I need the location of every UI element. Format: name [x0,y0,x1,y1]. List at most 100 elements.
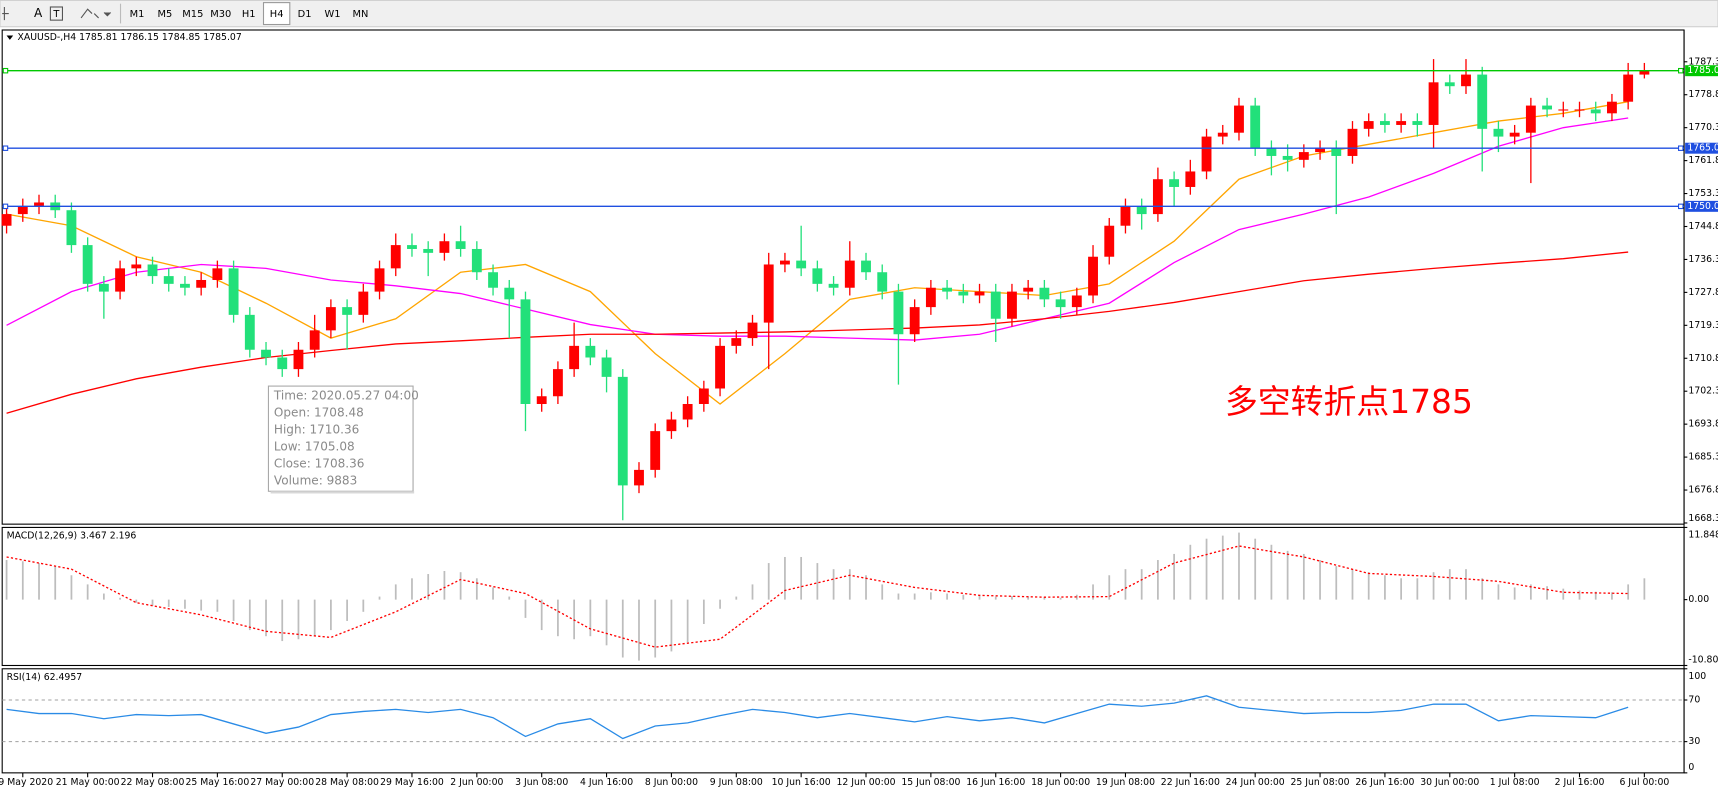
y-tick-label: 70 [1688,694,1700,705]
candle-body [180,283,190,288]
x-tick-label: 22 May 08:00 [121,777,185,788]
y-tick-label: 1668.3 [1688,513,1718,524]
timeframe-label[interactable]: M15 [182,9,203,20]
tooltip-box [267,385,414,492]
timeframe-label[interactable]: H4 [270,9,284,20]
timeframe-label[interactable]: H1 [242,9,256,20]
candle-body [1477,74,1488,129]
candle-body [520,299,531,404]
candle-body [228,268,239,315]
timeframe-label[interactable]: MN [353,9,369,20]
candle-body [1347,128,1358,156]
y-tick-label: 1693.8 [1688,419,1718,430]
timeframe-button[interactable] [347,2,374,25]
tooltip-line: Time: 2020.05.27 04:00 [273,388,419,402]
candle-body [1444,82,1455,87]
timeframe-label[interactable]: M30 [210,9,231,20]
chart-title: XAUUSD-,H4 1785.81 1786.15 1784.85 1785.… [18,32,242,43]
x-tick-label: 1 Jul 08:00 [1490,777,1540,788]
timeframe-button[interactable] [319,2,346,25]
candle-body [1282,155,1293,160]
candle-body [844,260,855,288]
timeframe-label[interactable]: W1 [325,9,341,20]
candle-body [82,245,93,284]
x-tick-label: 10 Jun 16:00 [772,777,831,788]
candle-body [747,322,758,339]
timeframe-label[interactable]: D1 [298,9,312,20]
hline-price-label: 1765.0 [1687,143,1718,154]
text-icon[interactable] [49,6,64,21]
candle-body [666,419,677,432]
candle-body [1152,179,1163,215]
x-tick-label: 16 Jun 16:00 [966,777,1025,788]
candle-body [390,245,401,269]
x-tick-label: 26 Jun 16:00 [1355,777,1414,788]
timeframe-button[interactable] [262,2,291,26]
candle-body [1461,74,1471,87]
timeframe-label[interactable]: M1 [130,9,145,20]
hline-handle [2,67,9,74]
x-tick-label: 2 Jun 00:00 [450,777,503,788]
hline-price-box [1685,142,1718,154]
timeframe-button[interactable] [123,2,151,25]
candle-body [1104,225,1115,257]
hline-handle [1678,67,1684,74]
candle-body [536,396,547,404]
moving-average [6,101,1629,405]
candle-body [163,276,174,284]
annotation: 多空转折点1785 [1225,382,1473,421]
timeframe-button[interactable] [291,2,318,25]
timeframe-button[interactable] [151,2,179,25]
tooltip-line: High: 1710.36 [274,422,359,436]
candle-body [1039,287,1050,300]
font-button[interactable]: A [34,6,43,20]
text-button-glyph[interactable]: T [52,9,60,20]
x-tick-label: 29 May 16:00 [380,777,444,788]
candle-body [1412,121,1423,125]
y-tick-label: 1719.3 [1688,320,1718,331]
candle-body [1266,148,1277,156]
x-tick-label: 21 May 00:00 [56,777,120,788]
crosshair-icon[interactable] [2,6,9,21]
candle-body [244,314,255,350]
timeframe-label[interactable]: M5 [158,9,173,20]
x-tick-label: 24 Jun 00:00 [1226,777,1285,788]
timeframe-button[interactable] [235,2,262,25]
candle-body [1088,256,1098,296]
moving-average [6,117,1629,341]
y-tick-label: 1702.3 [1688,386,1718,397]
x-tick-label: 2 Jul 16:00 [1555,777,1605,788]
x-tick-label: 19 Jun 08:00 [1096,777,1155,788]
dropdown-arrow[interactable] [103,12,112,17]
candle-body [1590,109,1601,114]
candle-body [1623,74,1634,102]
tooltip-line: Open: 1708.48 [274,405,364,419]
candle-body [455,241,466,249]
x-tick-label: 3 Jun 08:00 [515,777,568,788]
candle-body [731,338,742,346]
x-tick-label: 27 May 00:00 [250,777,314,788]
timeframe-button[interactable] [179,2,206,25]
candle-body [17,206,28,215]
candle-body [1250,105,1261,149]
x-tick-label: 15 Jun 08:00 [901,777,960,788]
candle-body [293,349,304,370]
candle-body [1120,206,1131,226]
hline-price-box [1685,200,1718,212]
candle-body [617,376,628,486]
candle-body [634,469,644,486]
candle-body [601,357,612,377]
objects-icon[interactable] [80,8,99,19]
timeframe-button[interactable] [207,2,234,25]
candle-body [1379,121,1390,125]
x-tick-label: 25 Jun 08:00 [1291,777,1350,788]
candle-body [1136,206,1147,215]
candle-body [423,248,434,253]
candle-body [1396,121,1407,125]
y-tick-label: 30 [1688,736,1700,747]
candle-body [309,330,320,350]
candle-body [1169,179,1180,187]
candle-body [893,291,904,335]
y-tick-label: 1676.8 [1688,485,1718,496]
